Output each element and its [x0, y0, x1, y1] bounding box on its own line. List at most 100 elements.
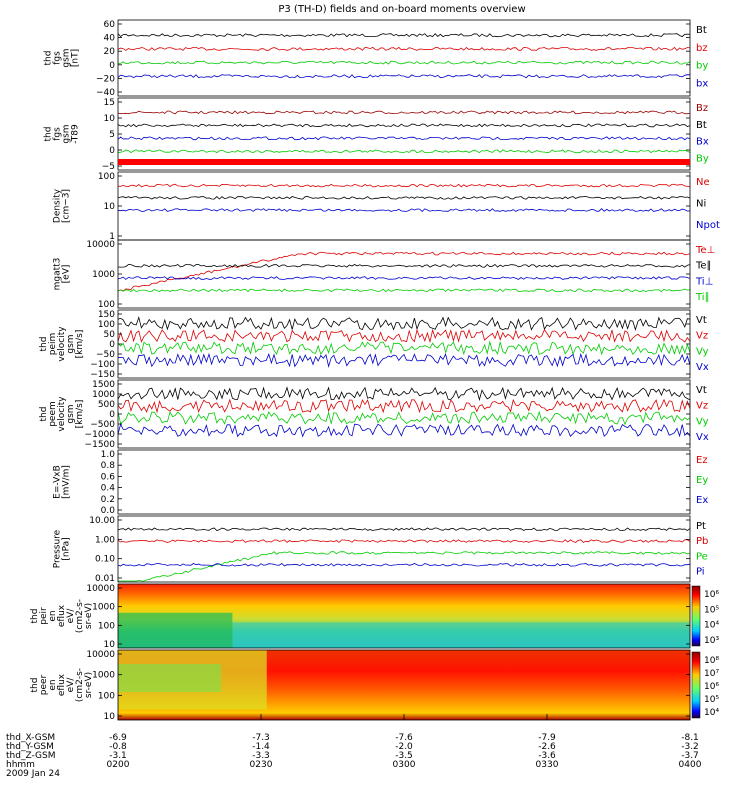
y-tick-label: 0.0 — [101, 506, 116, 516]
series-line — [117, 316, 691, 331]
legend-entry: Vt — [696, 385, 707, 396]
x-axis-value: -1.4 — [252, 742, 270, 752]
y-tick-label: 0.4 — [101, 484, 116, 494]
legend-entry: Ni — [696, 198, 706, 209]
colorbar — [691, 585, 701, 647]
y-tick-label: 100 — [98, 621, 115, 631]
x-axis-value: 0300 — [393, 760, 416, 770]
y-axis-label: gsm — [66, 334, 76, 353]
x-axis-labels: thd_X-GSM -6.9 -7.3 -7.6 -7.9 -8.1 thd_Y-GSM -0… — [6, 714, 702, 779]
series-line — [117, 340, 691, 356]
y-axis-label: gsm — [62, 124, 72, 143]
y-tick-label: −1000 — [85, 430, 116, 440]
x-axis-value: 0400 — [679, 760, 702, 770]
y-axis-label: gsm — [62, 48, 72, 67]
x-axis-row-label: thd_Y-GSM — [6, 742, 54, 752]
y-tick-label: 500 — [98, 400, 115, 410]
y-tick-label: 0.01 — [95, 574, 115, 584]
y-axis-label: sr-eV) — [84, 603, 94, 629]
legend-entry: Pi — [696, 566, 705, 577]
colorbar-label: 10⁷ — [704, 669, 719, 679]
y-axis-label: [nT] — [71, 49, 81, 67]
panel-frame — [117, 515, 691, 583]
y-tick-label: 0 — [109, 61, 115, 71]
y-tick-label: −500 — [90, 420, 115, 430]
panel-frame — [117, 583, 691, 649]
x-axis-value: -3.5 — [395, 751, 413, 761]
y-axis-label: [km/s] — [75, 330, 85, 359]
legend-entry: Vx — [696, 362, 709, 373]
legend-entry: By — [696, 153, 709, 164]
y-tick-label: −50 — [96, 350, 115, 360]
y-tick-label: 0.6 — [101, 472, 116, 482]
y-tick-label: 100 — [98, 691, 115, 701]
legend-entry: Vy — [696, 346, 709, 357]
y-axis-label: thd — [39, 407, 49, 422]
y-tick-label: 0.10 — [95, 555, 115, 565]
y-axis-label: eflux — [57, 673, 67, 696]
series-line — [117, 386, 691, 402]
x-axis-row-label: thd_Z-GSM — [6, 751, 55, 761]
y-tick-label: 1.00 — [95, 535, 115, 545]
legend-entry: Ez — [696, 455, 708, 466]
legend-entry: Ne — [696, 177, 710, 188]
y-tick-label: 0.2 — [101, 495, 115, 505]
y-tick-label: 0.8 — [101, 461, 116, 471]
y-tick-label: 100 — [98, 300, 115, 310]
legend-entry: by — [696, 61, 708, 72]
series-line — [117, 136, 691, 141]
colorbar-label: 10⁵ — [704, 605, 719, 615]
legend-entry: bz — [696, 43, 708, 54]
legend-entry: Vx — [696, 432, 709, 443]
y-axis-label: -T89 — [71, 124, 81, 144]
y-tick-label: 1000 — [92, 270, 115, 280]
y-axis-label: (cm2-s- — [75, 668, 85, 702]
series-line — [117, 46, 691, 51]
panel-frame — [117, 171, 691, 241]
y-tick-label: 1 — [109, 232, 115, 242]
x-axis-value: -3.7 — [681, 751, 699, 761]
y-tick-label: 150 — [98, 310, 115, 320]
panel-3: 100 10 1 Density [cm−3] Ne Ni Npot — [53, 171, 720, 242]
series-line — [117, 74, 691, 79]
spectrogram-region — [118, 664, 221, 692]
series-line — [117, 398, 691, 414]
x-axis-value: -3.3 — [252, 751, 270, 761]
mode-bar — [118, 159, 690, 165]
y-tick-label: 15 — [104, 98, 115, 108]
x-axis-value: -0.8 — [109, 742, 127, 752]
y-tick-label: −1500 — [85, 440, 116, 450]
y-tick-label: −40 — [96, 88, 115, 98]
y-tick-label: 5 — [109, 130, 115, 140]
y-tick-label: 1000 — [92, 390, 115, 400]
y-tick-label: 0 — [109, 410, 115, 420]
y-axis-label: Density — [53, 188, 63, 223]
legend-entry: Vz — [696, 401, 708, 412]
colorbar — [691, 651, 701, 719]
legend-entry: Vy — [696, 416, 709, 427]
y-axis-label: peem — [48, 401, 58, 427]
spectrogram-region — [232, 622, 690, 648]
y-axis-label: thd — [44, 51, 54, 66]
legend-entry: Npot — [696, 220, 720, 231]
colorbar-label: 10⁶ — [704, 682, 719, 692]
x-axis-row-label: hhmm — [6, 760, 35, 770]
x-axis-value: -6.9 — [109, 733, 127, 743]
legend-entry: Bt — [696, 25, 707, 36]
series-line — [118, 551, 691, 582]
colorbar-label: 10⁴ — [704, 708, 719, 718]
panel-7: 1.00.80.6 0.40.20.0 E=-VxB [mV/m] Ez Ey Ex — [53, 449, 708, 516]
y-axis-label: gsm — [66, 404, 76, 423]
panel-10: 10⁸ 10⁷ 10⁶ 10⁵ 10⁴ 10000 1000 100 10 thd peer en ef… — [30, 649, 719, 722]
y-axis-label: eflux — [57, 604, 67, 627]
chart-title: P3 (TH-D) fields and on-board moments ov… — [278, 4, 525, 15]
panel-frame — [117, 449, 691, 515]
series-line — [117, 123, 691, 128]
series-line — [117, 183, 691, 188]
y-axis-label: Pressure — [53, 529, 63, 568]
y-tick-label: −150 — [90, 370, 115, 380]
panel-frame — [117, 19, 691, 97]
